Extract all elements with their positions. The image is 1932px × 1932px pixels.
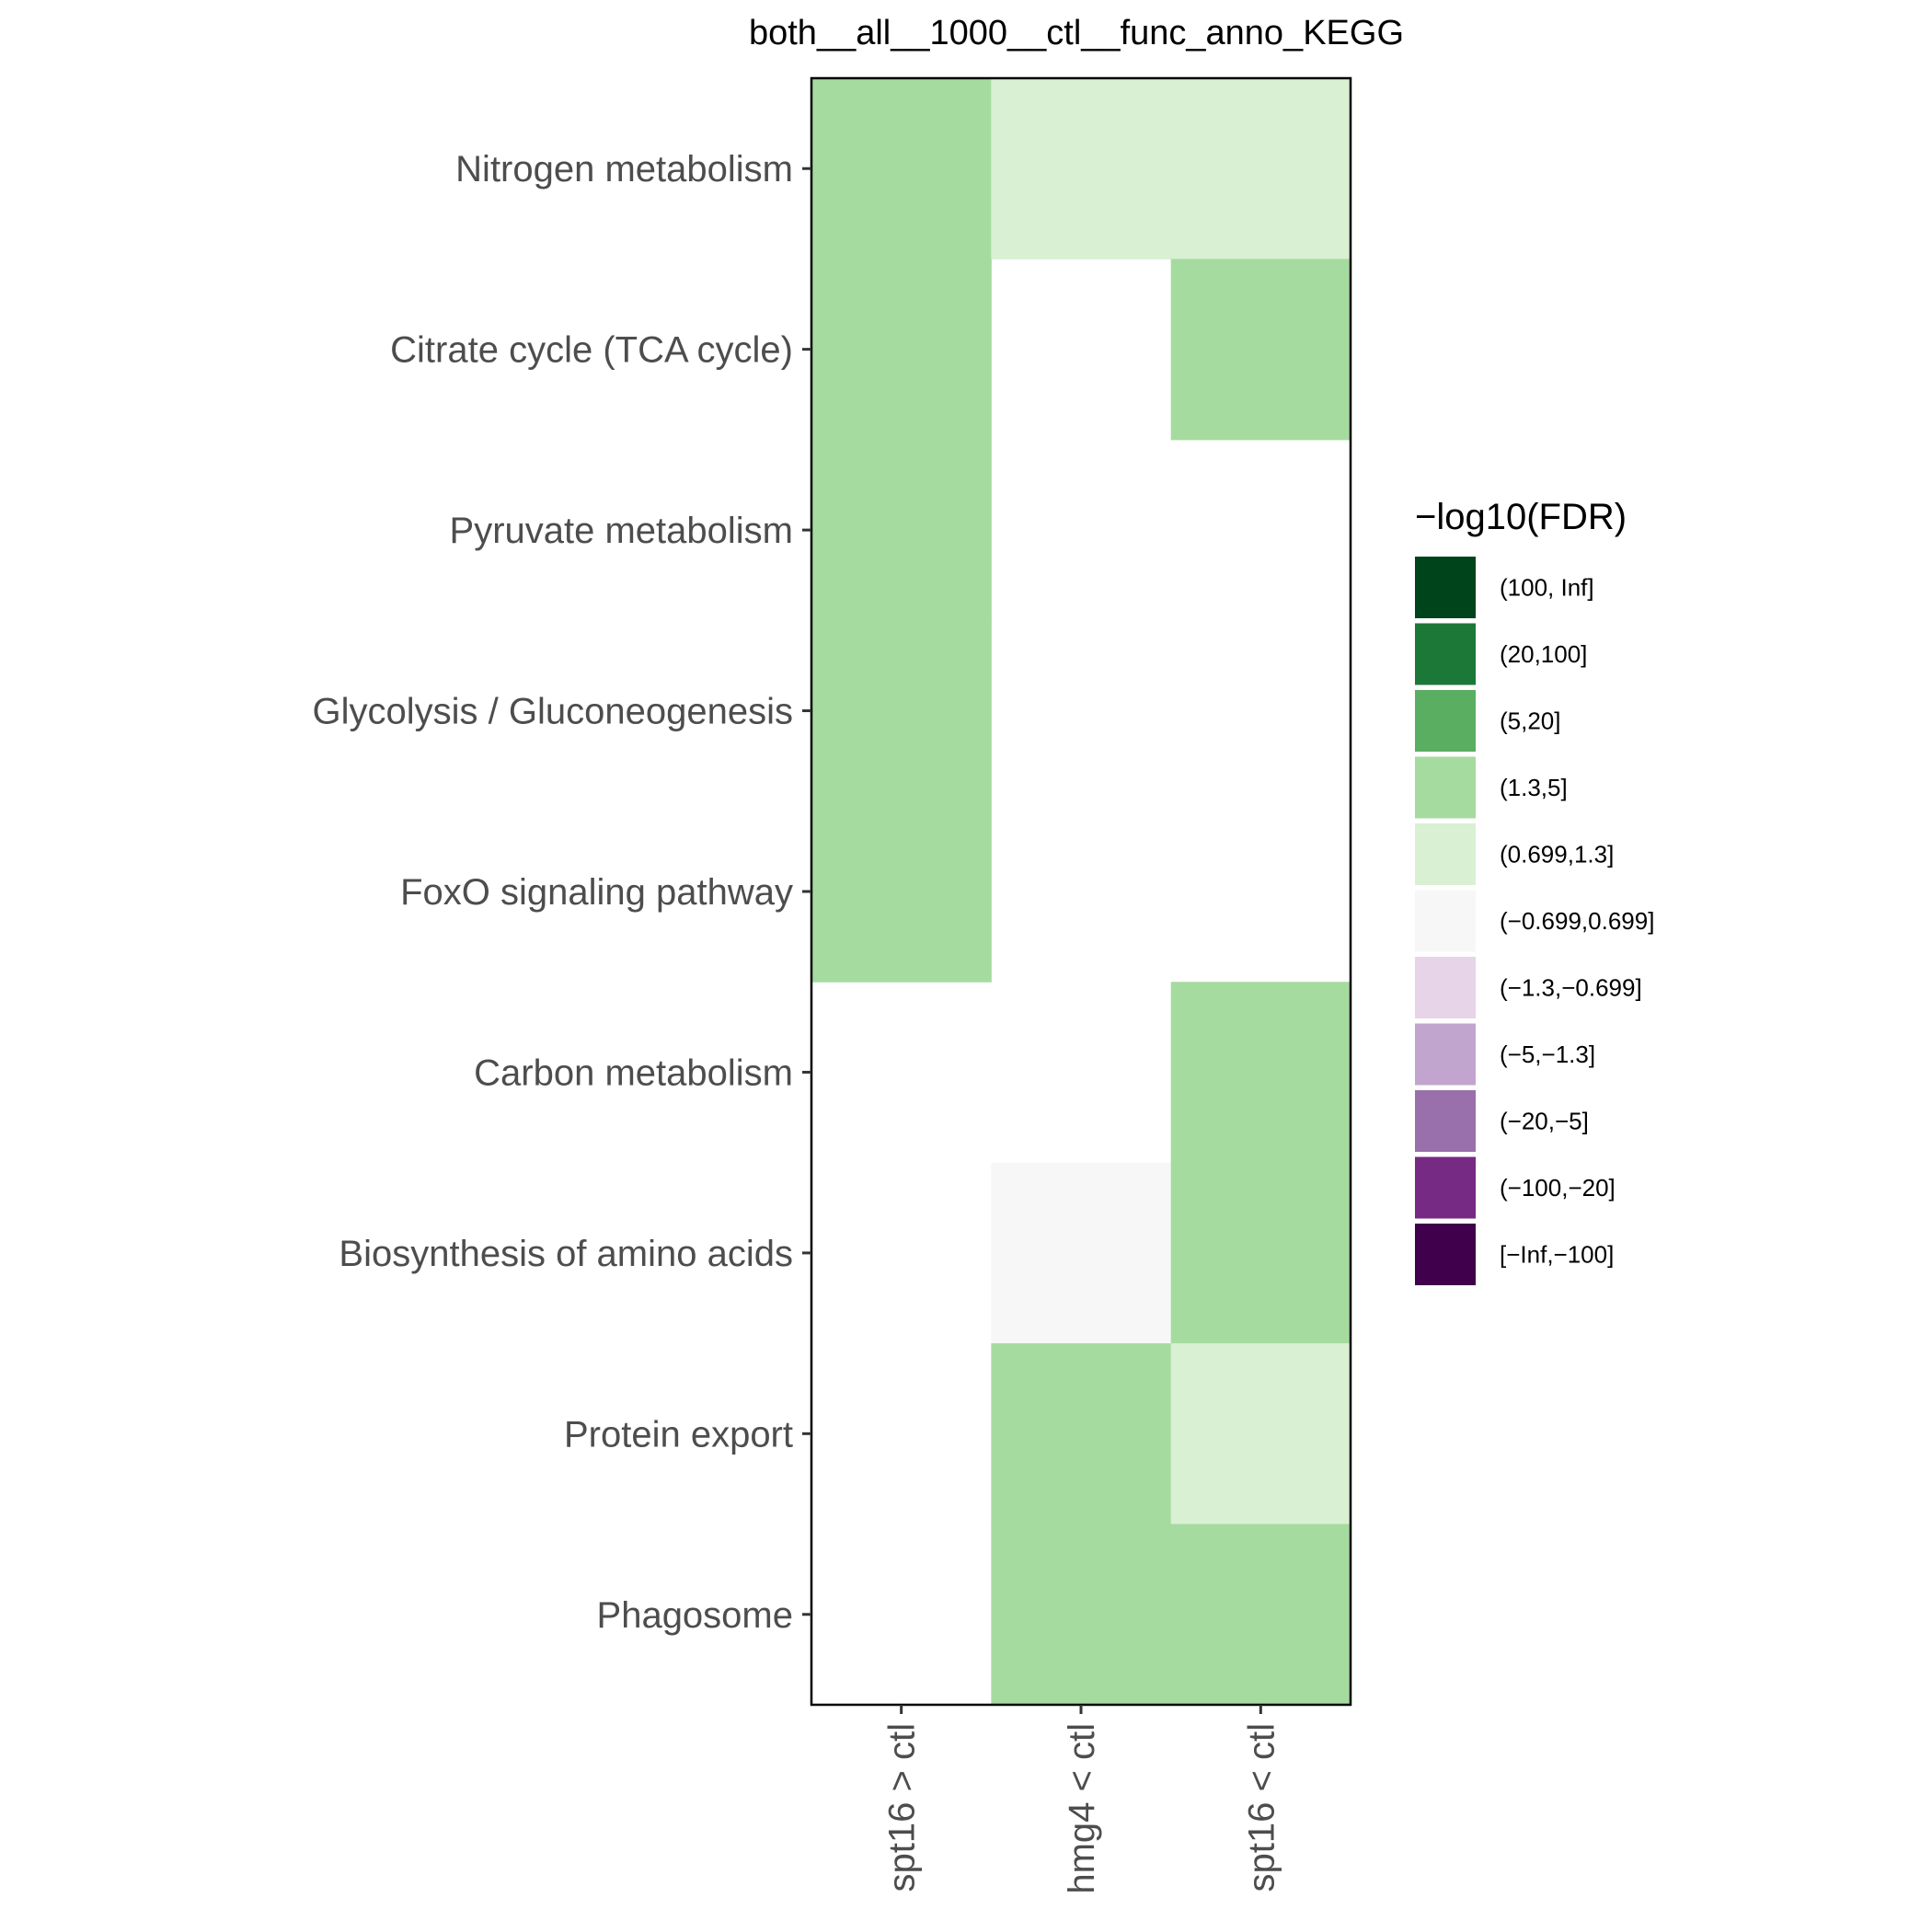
legend: −log10(FDR) (100, Inf] (20,100] (5,20] (1.3… [1415,497,1654,1285]
heatmap-cells [811,78,1351,1706]
x-axis: spt16 > ctl hmg4 < ctl spt16 < ctl [882,1705,1282,1894]
legend-label: (−0.699,0.699] [1500,907,1654,935]
heatmap-cell [1170,1524,1351,1706]
heatmap-cell [991,78,1172,259]
legend-key [1415,623,1476,685]
y-tick-label: Glycolysis / Gluconeogenesis [313,692,793,732]
y-tick-label: Pyruvate metabolism [450,511,793,551]
y-tick-label: Phagosome [597,1595,793,1636]
heatmap-cell [991,1524,1172,1706]
heatmap-cell [1170,78,1351,259]
legend-key [1415,1090,1476,1152]
legend-key [1415,690,1476,752]
legend-label: (−1.3,−0.699] [1500,974,1642,1002]
legend-key [1415,557,1476,618]
legend-key [1415,1156,1476,1219]
y-tick-label: Citrate cycle (TCA cycle) [390,330,793,371]
heatmap-cell [811,620,992,802]
legend-key [1415,890,1476,952]
heatmap-cell [811,800,992,983]
legend-label: (1.3,5] [1500,774,1568,801]
legend-title: −log10(FDR) [1415,497,1627,537]
heatmap-cell [811,439,992,621]
legend-items: (100, Inf] (20,100] (5,20] (1.3,5] (0.699,1.… [1415,557,1654,1285]
legend-label: (−100,−20] [1500,1174,1616,1202]
y-tick-label: Protein export [564,1414,793,1455]
x-tick-label: spt16 > ctl [882,1723,923,1892]
legend-label: (20,100] [1500,640,1587,668]
y-tick-label: Biosynthesis of amino acids [339,1234,793,1274]
y-tick-label: Carbon metabolism [474,1052,793,1093]
heatmap-cell [1170,982,1351,1164]
x-tick-label: spt16 < ctl [1241,1723,1282,1892]
legend-label: [−Inf,−100] [1500,1241,1614,1269]
y-tick-label: Nitrogen metabolism [455,149,793,190]
legend-label: (−5,−1.3] [1500,1041,1595,1068]
y-axis: Nitrogen metabolism Citrate cycle (TCA cy… [313,149,811,1636]
heatmap-cell [811,78,992,259]
legend-key [1415,957,1476,1018]
heatmap-cell [1170,1162,1351,1344]
heatmap-cell [1170,1343,1351,1525]
legend-key [1415,823,1476,885]
legend-key [1415,1224,1476,1285]
chart-title: both__all__1000__ctl__func_anno_KEGG [749,14,1404,52]
legend-key [1415,1023,1476,1086]
legend-label: (5,20] [1500,707,1561,735]
legend-key [1415,756,1476,819]
heatmap-cell [991,1343,1172,1525]
heatmap-cell [1170,259,1351,441]
heatmap-cell [991,1162,1172,1344]
legend-label: (0.699,1.3] [1500,841,1614,868]
x-tick-label: hmg4 < ctl [1062,1723,1102,1894]
y-tick-label: FoxO signaling pathway [400,872,793,913]
legend-label: (100, Inf] [1500,574,1594,602]
heatmap-cell [811,259,992,441]
legend-label: (−20,−5] [1500,1108,1589,1135]
